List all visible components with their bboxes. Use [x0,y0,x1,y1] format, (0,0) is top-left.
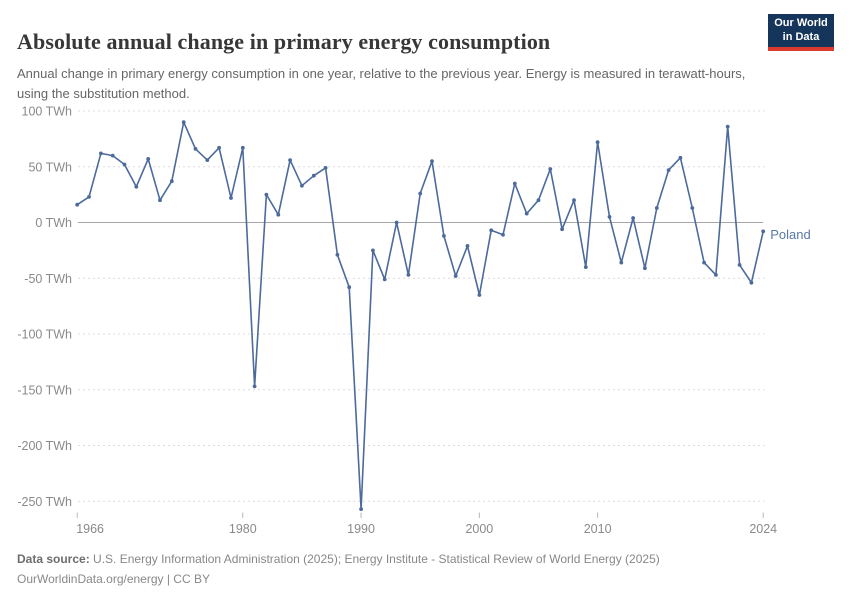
data-point-marker [193,147,198,151]
data-point-marker [252,384,257,389]
data-point-marker [536,198,541,203]
data-point-marker [442,234,446,238]
data-point-marker [87,195,91,199]
data-point-marker [678,155,683,160]
data-source-text: U.S. Energy Information Administration (… [93,552,660,566]
data-point-marker [725,124,730,129]
data-point-marker [311,173,316,178]
x-axis-label: 2010 [584,522,612,536]
y-axis-label: 100 TWh [22,105,73,119]
data-point-marker [702,260,706,265]
data-point-marker [560,227,564,232]
data-point-marker [110,153,115,158]
data-point-marker [99,151,103,156]
data-point-marker [323,166,328,170]
data-point-marker [276,212,281,217]
data-point-marker [406,273,411,277]
data-point-marker [75,202,80,207]
data-point-marker [382,277,387,282]
data-point-marker [524,211,529,216]
owid-logo[interactable]: Our World in Data [768,14,834,51]
data-point-marker [335,252,340,257]
data-point-marker [572,198,576,203]
data-point-marker [181,120,186,125]
footer-url-line[interactable]: OurWorldinData.org/energy | CC BY [17,571,210,586]
data-point-marker [512,181,517,186]
data-point-marker [229,196,233,200]
y-axis-label: 50 TWh [28,160,72,174]
y-axis-label: -100 TWh [17,328,72,342]
data-point-marker [489,228,494,233]
x-axis-label: 2024 [749,522,777,536]
data-point-marker [714,273,718,277]
data-point-marker [643,266,647,271]
y-axis-label: 0 TWh [35,216,72,230]
y-axis-label: -250 TWh [17,495,72,509]
data-point-marker [134,184,139,189]
data-source-label: Data source: [17,552,90,566]
owid-logo-line1: Our World [774,17,828,30]
data-point-marker [583,265,588,269]
data-point-marker [347,285,352,290]
data-point-marker [300,183,304,188]
data-point-marker [619,260,624,265]
page-title: Absolute annual change in primary energy… [17,28,551,54]
y-axis-label: -50 TWh [24,272,72,286]
data-point-marker [205,158,210,163]
data-point-marker [548,167,553,171]
y-axis-label: -150 TWh [17,383,72,397]
data-point-marker [654,206,659,210]
data-point-marker [749,280,754,285]
data-point-marker [394,220,399,225]
x-axis-label: 1980 [229,522,257,536]
chart-footer: Data source: U.S. Energy Information Adm… [17,550,817,589]
data-point-marker [501,232,505,237]
data-point-marker [264,192,269,197]
data-point-marker [761,229,766,234]
data-point-marker [607,215,612,219]
data-point-marker [465,244,470,248]
data-source-line: Data source: U.S. Energy Information Adm… [17,550,817,570]
data-point-marker [477,293,482,297]
data-point-marker [240,145,245,150]
data-point-marker [737,263,742,267]
data-point-marker [169,179,174,184]
chart-subtitle: Annual change in primary energy consumpt… [17,66,746,101]
data-point-marker [146,157,151,161]
data-point-marker [430,159,434,164]
data-point-marker [595,140,600,145]
data-point-marker [122,162,127,167]
data-point-marker [371,248,375,253]
data-point-marker [359,507,363,511]
data-point-marker [217,145,222,150]
data-point-marker [158,198,162,203]
y-axis-label: -200 TWh [17,439,72,453]
data-point-marker [631,216,635,220]
x-axis-label: 1990 [347,522,375,536]
data-point-marker [288,158,292,163]
data-line-poland [76,121,765,510]
data-point-marker [666,168,671,173]
data-point-marker [453,274,458,278]
data-point-marker [418,191,423,196]
owid-logo-line2: in Data [782,30,820,43]
series-label-poland: Poland [770,227,810,242]
x-axis-label: 2000 [465,522,493,536]
x-axis-label: 1966 [76,522,104,536]
data-point-marker [690,206,695,210]
